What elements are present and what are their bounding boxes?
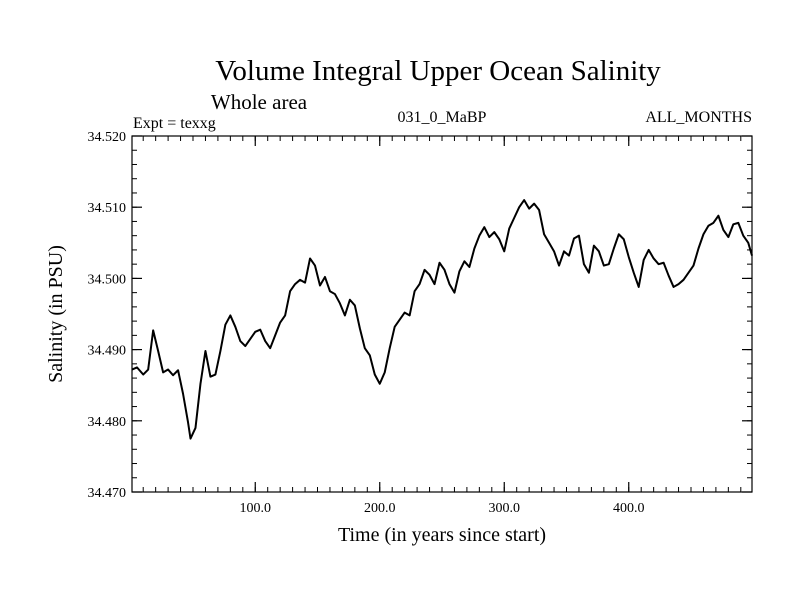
chart-subtitle: Whole area bbox=[211, 90, 308, 114]
plot-frame-group bbox=[131, 135, 753, 493]
axes-group: 100.0 200.0 300.0 400.0 34.470 34.480 34.490 34… bbox=[88, 130, 752, 516]
experiment-label: Expt = texxg bbox=[133, 115, 216, 132]
y-tick-label: 34.520 bbox=[88, 130, 127, 145]
x-tick-label: 200.0 bbox=[364, 501, 396, 516]
plot-frame bbox=[131, 135, 753, 493]
x-tick-label: 400.0 bbox=[613, 501, 645, 516]
x-tick-label: 300.0 bbox=[488, 501, 520, 516]
x-tick-label: 100.0 bbox=[240, 501, 272, 516]
y-axis-label: Salinity (in PSU) bbox=[45, 245, 67, 383]
salinity-series-line bbox=[131, 199, 753, 440]
period-label: 031_0_MaBP bbox=[398, 109, 487, 126]
y-tick-label: 34.480 bbox=[88, 415, 127, 430]
y-tick-label: 34.510 bbox=[88, 201, 127, 216]
y-tick-label: 34.500 bbox=[88, 272, 127, 287]
y-tick-label: 34.490 bbox=[88, 344, 127, 359]
x-axis-label: Time (in years since start) bbox=[338, 524, 546, 546]
y-tick-label: 34.470 bbox=[88, 486, 127, 501]
months-label: ALL_MONTHS bbox=[645, 109, 752, 126]
chart-title: Volume Integral Upper Ocean Salinity bbox=[215, 55, 661, 87]
